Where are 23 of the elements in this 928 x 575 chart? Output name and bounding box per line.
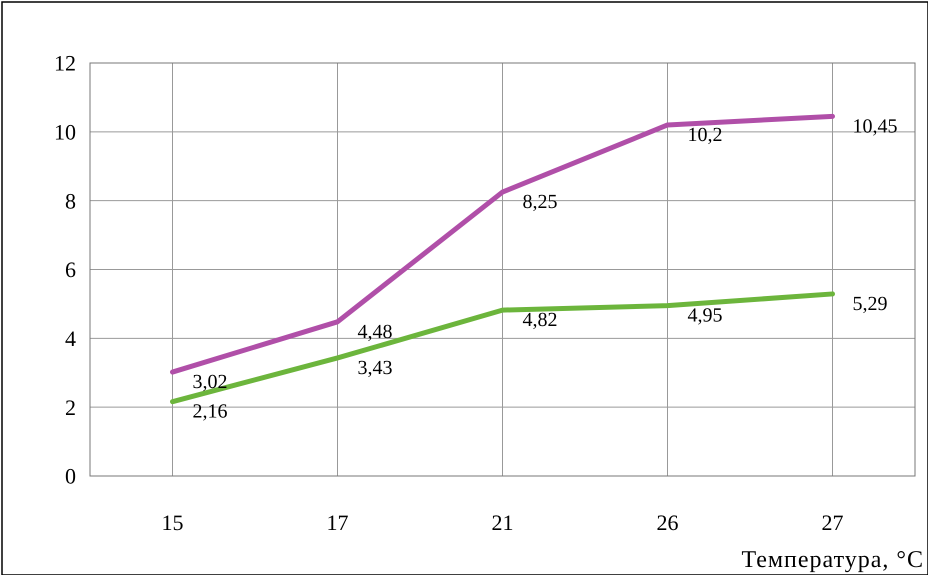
- y-tick-label: 4: [65, 326, 76, 352]
- x-tick-label: 17: [326, 510, 348, 535]
- x-tick-label: 21: [492, 510, 514, 535]
- x-axis-title: Температура, °C: [741, 547, 924, 573]
- data-label: 3,43: [358, 356, 392, 379]
- data-label: 3,02: [192, 371, 228, 394]
- data-label: 10,45: [852, 115, 898, 138]
- y-tick-label: 0: [65, 464, 76, 489]
- y-tick-label: 6: [65, 257, 76, 282]
- data-label: 4,48: [358, 320, 392, 343]
- data-label: 8,25: [522, 191, 558, 214]
- data-label: 4,82: [522, 309, 558, 332]
- x-tick-label: 27: [822, 510, 844, 535]
- y-tick-label: 8: [65, 188, 76, 214]
- data-label: 4,95: [688, 304, 722, 327]
- x-tick-label: 26: [656, 510, 678, 535]
- x-tick-label: 15: [162, 510, 184, 535]
- y-tick-label: 2: [65, 394, 76, 420]
- data-label: 2,16: [192, 400, 228, 423]
- data-label: 5,29: [852, 292, 888, 315]
- y-tick-label: 12: [54, 50, 76, 76]
- data-label: 10,2: [688, 124, 722, 146]
- y-tick-label: 10: [54, 120, 76, 145]
